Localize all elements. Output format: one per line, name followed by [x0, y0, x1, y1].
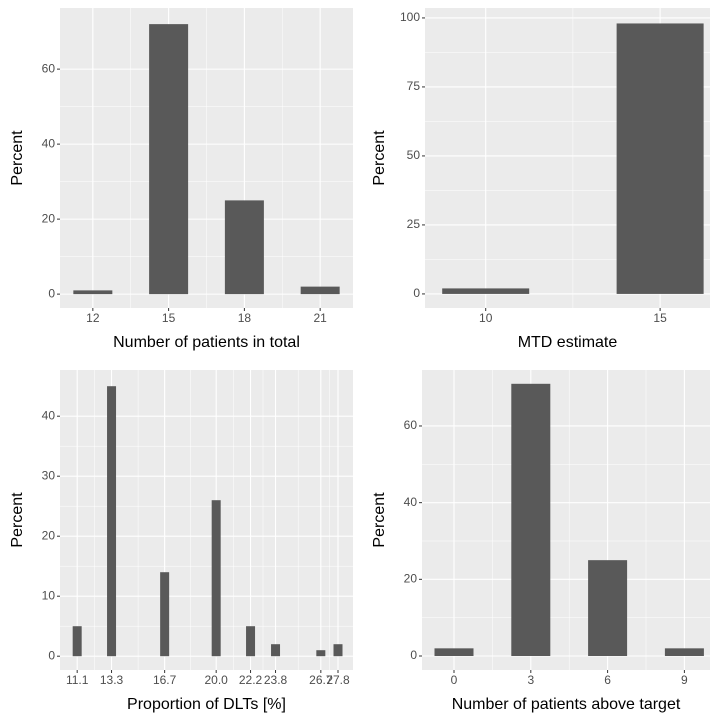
y-tick-label: 60 — [42, 61, 56, 75]
bar — [442, 288, 530, 294]
x-tick-label: 12 — [86, 311, 100, 325]
x-axis-label: Number of patients in total — [113, 334, 300, 351]
y-tick-label: 0 — [48, 648, 55, 662]
plot-background — [422, 370, 710, 670]
y-tick-label: 0 — [413, 286, 420, 300]
y-tick-label: 20 — [404, 572, 418, 586]
y-tick-label: 20 — [42, 211, 56, 225]
y-tick-label: 60 — [404, 418, 418, 432]
x-tick-label: 20.0 — [205, 673, 229, 687]
y-tick-label: 0 — [48, 286, 55, 300]
y-tick-label: 20 — [42, 528, 56, 542]
x-tick-label: 26.7 — [309, 673, 333, 687]
bar — [224, 200, 264, 295]
bar — [616, 23, 704, 294]
bar — [434, 648, 474, 657]
y-tick-label: 100 — [400, 10, 420, 24]
bar — [511, 383, 551, 657]
y-tick-label: 25 — [407, 217, 421, 231]
x-axis-label: Proportion of DLTs [%] — [127, 696, 286, 713]
bar — [149, 24, 189, 295]
bar — [211, 500, 221, 657]
bar — [73, 290, 113, 295]
bar — [333, 644, 343, 657]
plot-background — [60, 370, 353, 670]
y-axis-label: Percent — [371, 130, 388, 186]
x-tick-label: 27.8 — [326, 673, 350, 687]
panel: 0 10 20 30 40 11.1 13.3 16.7 20.0 22.2 23.8 26.727.… — [9, 370, 353, 713]
x-tick-label: 15 — [162, 311, 176, 325]
x-tick-label: 13.3 — [100, 673, 124, 687]
bar — [246, 626, 256, 657]
x-tick-label: 16.7 — [153, 673, 177, 687]
bar — [588, 560, 628, 657]
x-tick-label: 15 — [653, 311, 667, 325]
x-tick-label: 11.1 — [66, 673, 89, 687]
bar — [664, 648, 704, 657]
y-tick-label: 10 — [42, 588, 56, 602]
y-axis-label: Percent — [9, 130, 26, 186]
x-tick-label: 21 — [313, 311, 327, 325]
bar — [316, 650, 326, 657]
panel: 0 25 50 75 100 10 15 MTD estimate Percent — [371, 8, 710, 351]
bar — [107, 386, 117, 657]
x-tick-label: 3 — [527, 673, 534, 687]
x-tick-label: 10 — [479, 311, 493, 325]
x-tick-label: 9 — [681, 673, 688, 687]
y-tick-label: 40 — [42, 408, 56, 422]
x-tick-label: 23.8 — [264, 673, 288, 687]
bar — [271, 644, 281, 657]
bar — [160, 572, 170, 657]
bar — [72, 626, 82, 657]
y-axis-label: Percent — [371, 492, 388, 548]
x-tick-label: 0 — [451, 673, 458, 687]
y-tick-label: 75 — [407, 79, 421, 93]
x-tick-label: 6 — [604, 673, 611, 687]
panel: 0 20 40 60 12 15 18 21 Number of patients in tot… — [9, 8, 353, 351]
bar — [300, 286, 340, 295]
y-tick-label: 50 — [407, 148, 421, 162]
x-axis-label: Number of patients above target — [452, 696, 681, 713]
x-axis-label: MTD estimate — [518, 334, 618, 351]
y-tick-label: 40 — [42, 136, 56, 150]
y-axis-label: Percent — [9, 492, 26, 548]
y-tick-label: 30 — [42, 468, 56, 482]
x-tick-label: 22.2 — [239, 673, 263, 687]
y-tick-label: 0 — [410, 648, 417, 662]
y-tick-label: 40 — [404, 495, 418, 509]
x-tick-label: 18 — [238, 311, 252, 325]
